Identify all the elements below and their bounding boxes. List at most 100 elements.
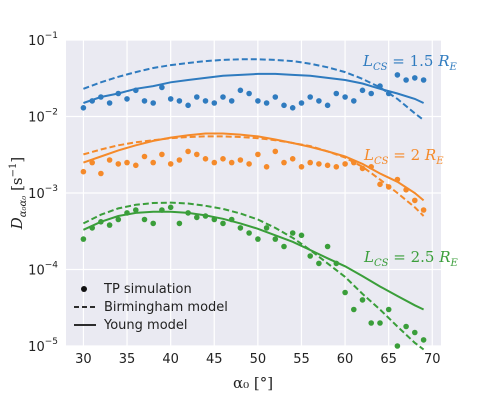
tp-simulation-point [237,225,244,231]
tp-simulation-point [342,289,348,296]
tp-simulation-point [394,343,401,349]
tp-simulation-point [141,98,148,104]
tp-simulation-point [98,94,104,100]
tp-simulation-point [89,159,95,166]
tp-simulation-point [333,90,340,97]
tp-simulation-point [377,83,383,89]
tp-simulation-point [316,98,322,104]
tp-simulation-point [194,151,200,158]
tp-simulation-point [298,232,305,239]
tp-simulation-point [281,102,287,109]
tp-simulation-point [359,87,366,94]
tp-simulation-point [228,159,235,166]
tp-simulation-point [298,164,305,170]
tp-simulation-point [185,148,191,155]
tp-simulation-point [176,98,183,104]
legend-label: Young model [103,318,188,333]
tp-simulation-point [159,207,165,213]
tp-simulation-point [385,306,392,313]
tp-simulation-point [211,159,218,166]
y-tick-label: 10−1 [28,31,58,49]
tp-simulation-point [115,90,122,97]
tp-simulation-point [403,77,409,83]
tp-simulation-point [324,243,331,250]
tp-simulation-point [255,151,261,158]
tp-simulation-point [133,87,139,94]
tp-simulation-point [176,157,183,163]
tp-simulation-point [133,207,139,213]
tp-simulation-point [150,159,156,166]
tp-simulation-point [89,98,95,104]
tp-simulation-point [176,220,183,227]
tp-simulation-point [263,164,270,170]
tp-simulation-point [124,159,130,166]
tp-simulation-point [359,165,366,172]
tp-simulation-point [159,151,165,158]
y-tick-label: 10−4 [28,261,58,279]
tp-simulation-point [324,102,331,109]
tp-simulation-point [150,220,156,227]
tp-simulation-point [394,72,401,78]
tp-simulation-point [298,100,305,106]
tp-simulation-point [351,159,357,166]
tp-simulation-point [403,187,409,193]
tp-simulation-point [255,98,261,104]
tp-simulation-point [333,164,340,170]
tp-simulation-point [412,75,418,81]
tp-simulation-point [106,157,113,163]
tp-simulation-point [420,207,427,213]
young-model-line [83,72,425,104]
tp-simulation-point [342,94,348,100]
tp-simulation-point [307,253,314,259]
tp-simulation-point [211,100,218,106]
young-model-line [82,210,425,311]
tp-simulation-point [307,94,314,100]
legend-label: TP simulation [103,282,192,297]
tp-simulation-point [263,225,270,231]
annotation-lcs-2-5: LCS = 2.5 RE [363,248,459,269]
tp-simulation-point [255,236,261,242]
series-group-lcs-2 [80,132,427,217]
tp-simulation-point [289,105,296,111]
tp-simulation-point [141,216,148,223]
tp-simulation-point [167,96,174,102]
tp-simulation-point [211,216,218,223]
tp-simulation-point [80,105,87,111]
tp-simulation-point [220,156,226,162]
tp-simulation-point [194,214,200,221]
tp-simulation-point [368,320,375,326]
x-tick-label: 45 [206,352,223,367]
tp-simulation-point [115,216,122,223]
tp-simulation-point [281,159,287,166]
series-group-lcs-1-5 [80,58,427,121]
x-tick-label: 70 [424,352,441,367]
y-axis-label: Dα₀α₀ [s−1] [8,157,29,231]
tp-simulation-point [194,94,200,100]
tp-simulation-point [377,320,383,326]
x-tick-label: 50 [250,352,267,367]
tp-simulation-point [106,100,113,106]
tp-simulation-point [342,161,348,167]
tp-simulation-point [333,260,340,267]
series-group-lcs-2-5 [80,201,427,351]
annotations: LCS = 1.5 RE LCS = 2 RE LCS = 2.5 RE [362,52,459,269]
tp-simulation-point [220,220,226,227]
tp-simulation-point [98,170,104,177]
tp-simulation-point [167,204,174,211]
tp-simulation-point [124,96,130,102]
young-model-line [83,132,425,202]
ticks: 30 35 40 45 50 55 60 65 70 10−1 10−2 10−3 10−4 10−5 [28,31,440,367]
tp-simulation-point [98,219,104,225]
x-tick-label: 65 [380,352,397,367]
tp-simulation-point [351,98,357,104]
x-axis-label: α₀ [°] [233,374,273,392]
birmingham-model-line [82,201,425,351]
x-tick-label: 30 [75,352,92,367]
tp-simulation-point [150,100,156,106]
tp-simulation-point [106,222,113,228]
tp-simulation-point [246,90,252,97]
tp-simulation-point [368,90,375,97]
tp-simulation-point [289,156,296,162]
tp-simulation-point [124,210,130,216]
tp-simulation-point [324,162,331,169]
